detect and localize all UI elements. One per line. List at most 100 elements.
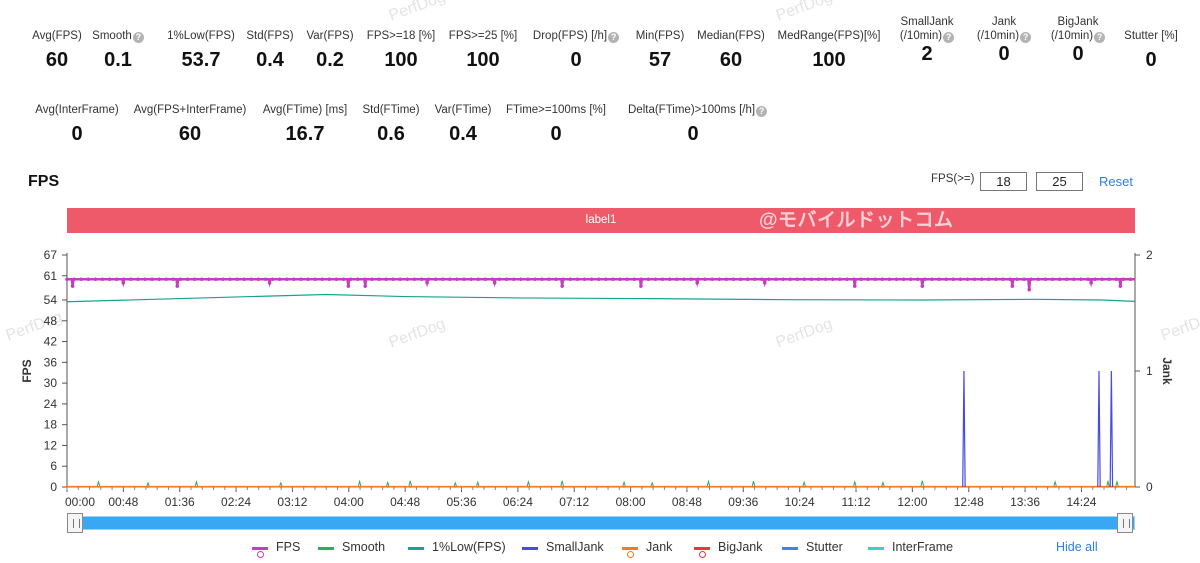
legend-swatch [622, 547, 638, 558]
fps-marker [327, 277, 332, 282]
fps-marker [802, 277, 807, 282]
fps-marker [816, 277, 821, 282]
slider-handle-right[interactable] [1117, 513, 1133, 533]
y-axis-title: FPS [20, 359, 34, 382]
fps-marker [1128, 277, 1133, 282]
fps-marker [823, 277, 828, 282]
legend-label: Stutter [806, 540, 843, 554]
fps-marker [682, 277, 686, 282]
fps-marker [873, 277, 878, 282]
stat-item: FTime>=100ms [%] 0 [491, 103, 621, 146]
threshold-input-1[interactable] [980, 172, 1027, 191]
fps-marker [164, 277, 169, 282]
fps-marker [206, 277, 211, 282]
help-icon[interactable]: ? [943, 32, 955, 43]
x-tick-label: 04:48 [390, 495, 420, 509]
legend-item[interactable]: Smooth [318, 540, 385, 554]
fps-marker [731, 277, 736, 282]
fps-marker [192, 277, 197, 282]
help-icon[interactable]: ? [1094, 32, 1106, 43]
stat-item: Avg(FTime) [ms] 16.7 [240, 103, 370, 146]
fps-marker [625, 277, 629, 282]
fps-marker [639, 277, 644, 282]
y-tick-label: 61 [44, 269, 58, 283]
help-icon[interactable]: ? [608, 32, 620, 43]
fps-marker [370, 277, 374, 282]
stat-label: BigJank (/10min)? [1013, 15, 1143, 43]
time-range-slider[interactable] [67, 516, 1135, 530]
stat-value: 53.7 [181, 49, 221, 71]
stat-label: SmallJank (/10min)? [899, 16, 955, 43]
hide-all-button[interactable]: Hide all [1056, 540, 1098, 554]
legend-label: InterFrame [892, 540, 954, 554]
fps-marker [1100, 277, 1104, 282]
legend-label: SmallJank [546, 540, 604, 554]
fps-marker [178, 277, 183, 282]
fps-marker [986, 277, 991, 282]
x-tick-label: 05:36 [446, 495, 476, 509]
fps-marker [809, 277, 814, 282]
fps-marker [703, 277, 707, 282]
stat-label: FTime>=100ms [%] [506, 104, 606, 116]
fps-marker [1001, 277, 1005, 282]
legend-item[interactable]: FPS [252, 540, 300, 558]
label-bar[interactable]: label1 @モバイルドットコム [67, 208, 1135, 233]
fps-marker [582, 277, 587, 282]
stat-label: Median(FPS) [697, 30, 765, 42]
fps-marker [405, 277, 410, 282]
legend-item[interactable]: InterFrame [868, 540, 953, 554]
y-tick-label: 30 [44, 376, 58, 390]
x-tick-label: 13:36 [1010, 495, 1040, 509]
stat-item: FPS>=18 [%] 100 [336, 29, 466, 72]
fps-dip-marker [639, 284, 643, 288]
fps-marker [795, 277, 800, 282]
fps-marker [710, 277, 714, 282]
fps-marker [951, 277, 956, 282]
fps-marker [334, 277, 339, 282]
fps-marker [1050, 277, 1055, 282]
fps-marker [433, 277, 438, 282]
y2-tick-label: 1 [1146, 364, 1153, 378]
stat-label: Jank (/10min)? [939, 15, 1069, 43]
fps-marker [306, 277, 310, 282]
y-tick-label: 6 [50, 459, 57, 473]
threshold-input-2[interactable] [1036, 172, 1083, 191]
reset-button[interactable]: Reset [1099, 174, 1133, 189]
fps-marker [533, 277, 537, 282]
help-icon[interactable]: ? [1020, 32, 1032, 43]
help-icon[interactable]: ? [756, 106, 768, 117]
fps-dip-marker [920, 284, 925, 288]
fps-dip-marker [852, 284, 857, 288]
legend-item[interactable]: Jank [622, 540, 672, 558]
fps-marker [412, 277, 417, 282]
fps-marker [277, 277, 282, 282]
fps-marker [72, 277, 76, 282]
stat-item: Std(FTime) 0.6 [326, 103, 456, 146]
legend-item[interactable]: Stutter [782, 540, 843, 554]
help-icon[interactable]: ? [132, 32, 144, 43]
legend-item[interactable]: BigJank [694, 540, 762, 558]
fps-marker [185, 277, 190, 282]
stat-item: Var(FPS) 0.2 [265, 29, 395, 72]
x-tick-label: 08:00 [616, 495, 646, 509]
stat-value: 0 [1145, 49, 1157, 71]
fps-marker [958, 277, 963, 282]
stat-value: 0 [550, 123, 562, 145]
fps-dip-marker [762, 280, 767, 285]
legend-item[interactable]: SmallJank [522, 540, 604, 554]
slider-handle-left[interactable] [67, 513, 83, 533]
y-tick-label: 36 [44, 355, 58, 369]
y-tick-label: 0 [50, 480, 57, 494]
fps-marker [121, 277, 126, 282]
fps-marker [965, 277, 970, 282]
stat-value: 0.2 [316, 49, 344, 71]
fps-marker [341, 277, 346, 282]
legend-swatch [318, 547, 334, 550]
fps-marker [235, 277, 239, 282]
y2-axis-title: Jank [1160, 357, 1174, 385]
fps-dip-marker [560, 284, 564, 288]
fps-marker [589, 277, 594, 282]
legend-item[interactable]: 1%Low(FPS) [408, 540, 506, 554]
series-1pct-low [66, 293, 1136, 303]
